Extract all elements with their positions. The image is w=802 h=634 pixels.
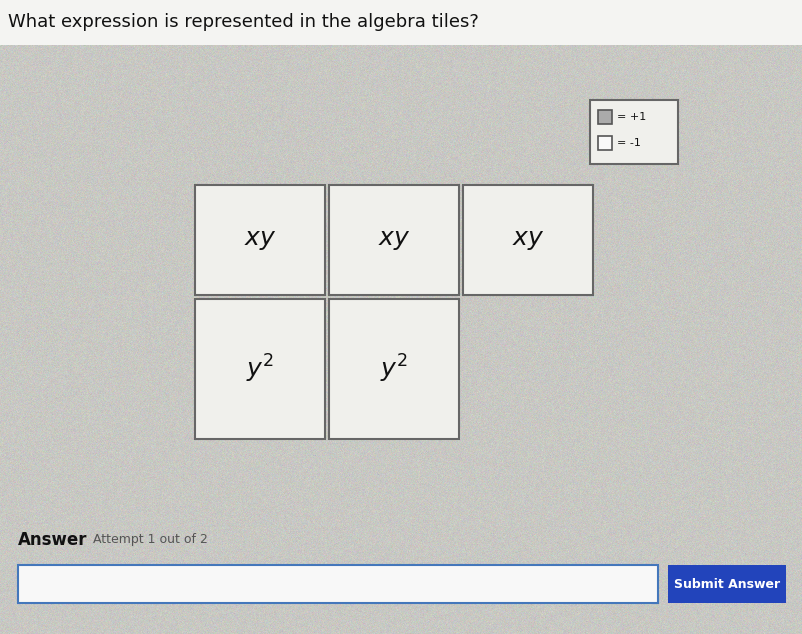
- Text: Answer: Answer: [18, 531, 87, 549]
- Text: $xy$: $xy$: [244, 228, 276, 252]
- Bar: [463, 185, 592, 295]
- Text: = -1: = -1: [616, 138, 640, 148]
- Text: $xy$: $xy$: [511, 228, 544, 252]
- Bar: [329, 299, 459, 439]
- Bar: [0, 0, 802, 45]
- Bar: [597, 110, 611, 124]
- Text: Submit Answer: Submit Answer: [673, 578, 779, 590]
- Text: Attempt 1 out of 2: Attempt 1 out of 2: [93, 533, 208, 547]
- Text: = +1: = +1: [616, 112, 646, 122]
- Bar: [18, 565, 657, 603]
- Bar: [597, 136, 611, 150]
- Text: $xy$: $xy$: [377, 228, 410, 252]
- Text: What expression is represented in the algebra tiles?: What expression is represented in the al…: [8, 13, 478, 31]
- Bar: [195, 299, 325, 439]
- Bar: [329, 185, 459, 295]
- Text: $y^2$: $y^2$: [379, 353, 407, 385]
- Bar: [589, 100, 677, 164]
- Text: $y^2$: $y^2$: [245, 353, 273, 385]
- Bar: [667, 565, 785, 603]
- Bar: [195, 185, 325, 295]
